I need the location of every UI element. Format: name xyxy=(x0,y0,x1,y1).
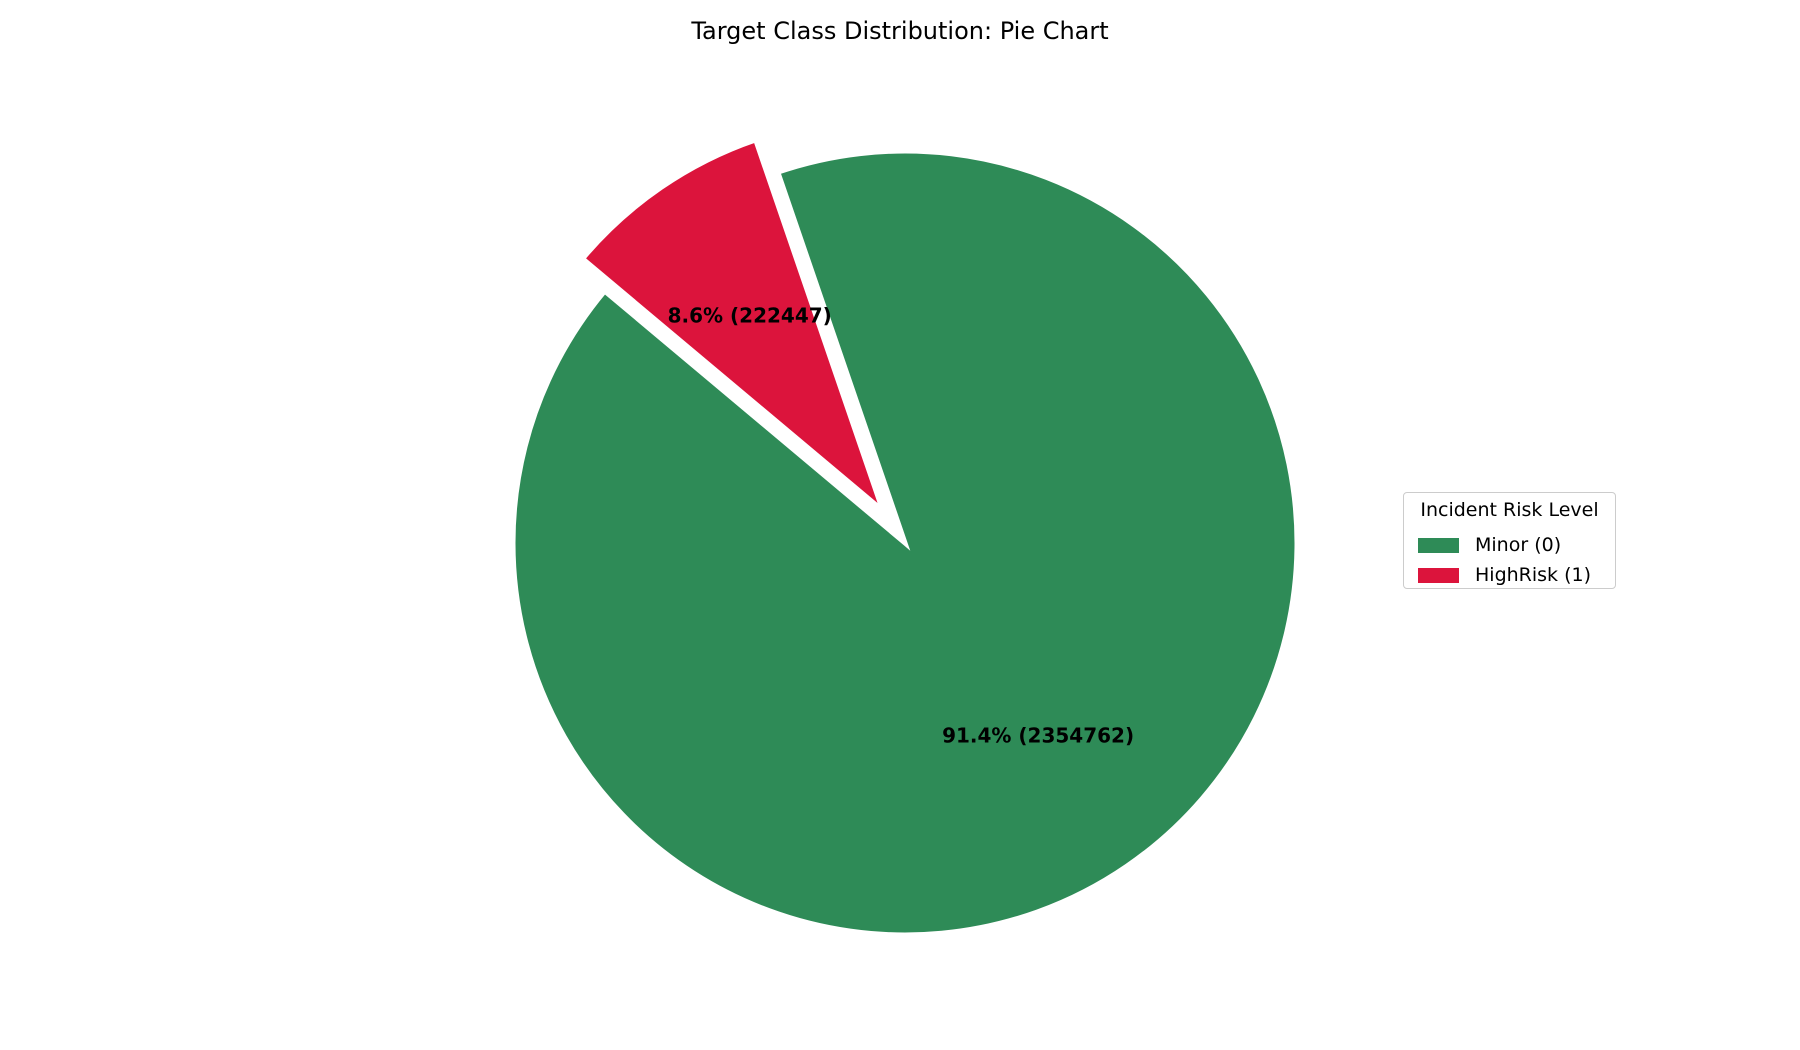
legend-item-highrisk: HighRisk (1) xyxy=(1418,563,1591,587)
slice-label-highrisk: 8.6% (222447) xyxy=(668,303,832,327)
pie-slices xyxy=(510,136,1300,938)
slice-label-minor: 91.4% (2354762) xyxy=(942,723,1134,747)
legend-title: Incident Risk Level xyxy=(1420,499,1599,521)
pie-slice-highrisk xyxy=(579,136,889,519)
pie-slice-minor xyxy=(510,148,1300,938)
pie-labels: 8.6% (222447) 91.4% (2354762) xyxy=(668,303,1135,747)
legend-item-minor: Minor (0) xyxy=(1418,533,1561,557)
legend-swatch-highrisk xyxy=(1418,567,1459,583)
legend: Incident Risk Level Minor (0) HighRisk (… xyxy=(1403,492,1616,589)
legend-label-highrisk: HighRisk (1) xyxy=(1475,564,1592,586)
legend-swatch-minor xyxy=(1418,537,1459,553)
chart-title: Target Class Distribution: Pie Chart xyxy=(691,17,1109,45)
legend-label-minor: Minor (0) xyxy=(1475,534,1562,556)
